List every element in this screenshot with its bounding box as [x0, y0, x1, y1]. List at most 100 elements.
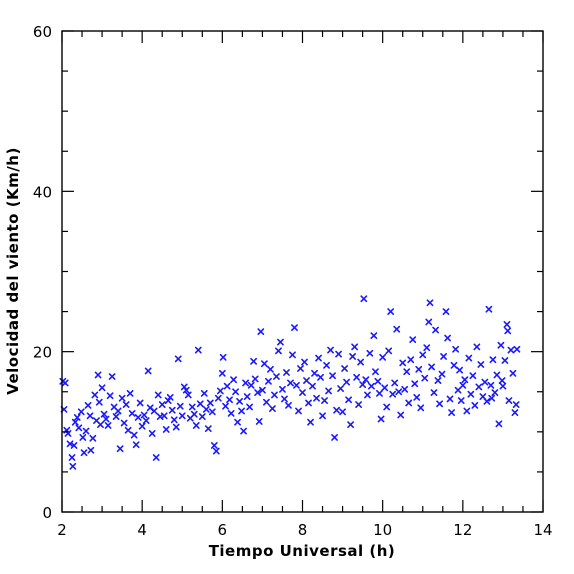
data-point: [366, 349, 374, 357]
data-point: [77, 408, 85, 416]
data-point: [385, 347, 393, 355]
data-point: [176, 402, 184, 410]
data-point: [497, 341, 505, 349]
data-point: [405, 399, 413, 407]
data-point: [457, 397, 465, 404]
data-point: [456, 366, 464, 374]
data-point: [372, 368, 379, 376]
data-point: [75, 424, 83, 432]
data-point: [491, 389, 499, 396]
data-point: [118, 394, 126, 402]
data-point: [86, 412, 94, 420]
data-point: [442, 308, 450, 315]
data-point: [247, 381, 255, 389]
data-point: [166, 393, 174, 401]
data-point: [465, 354, 473, 362]
data-point: [132, 441, 140, 449]
data-point: [301, 358, 308, 366]
data-point: [360, 295, 368, 303]
data-point: [261, 360, 268, 368]
data-point: [144, 367, 152, 375]
x-axis-label: Tiempo Universal (h): [209, 542, 396, 560]
data-point: [377, 415, 385, 423]
x-tick-label: 14: [533, 521, 552, 539]
data-point: [291, 324, 298, 332]
data-point: [122, 401, 130, 408]
data-point: [226, 396, 233, 404]
data-point: [411, 380, 419, 388]
data-point: [71, 418, 79, 426]
data-point: [512, 401, 520, 408]
data-point: [401, 385, 409, 393]
data-point: [450, 361, 458, 369]
data-point: [425, 318, 433, 326]
data-point: [106, 392, 114, 400]
data-point: [395, 388, 403, 396]
data-point: [251, 375, 259, 383]
data-point: [436, 400, 443, 408]
data-point: [192, 422, 200, 429]
data-point: [303, 377, 310, 384]
data-point: [504, 327, 512, 335]
data-point: [321, 397, 328, 404]
data-point: [309, 382, 316, 390]
data-point: [120, 419, 128, 427]
data-point: [467, 390, 475, 398]
data-point: [417, 404, 425, 412]
data-point: [487, 381, 495, 389]
data-point: [80, 449, 88, 457]
data-point: [317, 373, 324, 381]
data-point: [329, 372, 336, 380]
data-point: [126, 389, 134, 397]
data-point: [136, 399, 144, 407]
data-point: [444, 334, 452, 342]
data-point: [202, 405, 210, 413]
data-point: [463, 407, 471, 415]
data-point: [299, 389, 306, 396]
data-point: [446, 395, 454, 403]
axis-ticks: [61, 30, 544, 513]
x-tick-label: 8: [298, 521, 308, 539]
data-point: [475, 383, 483, 391]
data-point: [216, 387, 224, 395]
data-point: [128, 409, 136, 417]
data-point: [116, 445, 124, 453]
tick-labels: 2 4 6 8 10 12 14 0 20 40 60: [33, 23, 553, 539]
data-point: [509, 369, 517, 377]
data-point: [61, 379, 69, 387]
data-point: [507, 346, 515, 354]
data-point: [281, 395, 288, 403]
data-point: [311, 369, 318, 377]
data-point: [152, 454, 160, 461]
data-point: [473, 343, 481, 351]
data-point: [94, 371, 102, 379]
data-point: [505, 397, 513, 404]
data-point: [234, 418, 241, 426]
data-point: [498, 377, 506, 384]
data-point: [483, 397, 491, 405]
data-point: [319, 412, 326, 420]
data-point: [259, 386, 266, 394]
data-point: [236, 397, 243, 405]
data-point: [232, 388, 239, 396]
x-tick-label: 10: [373, 521, 392, 539]
data-point: [315, 354, 322, 362]
data-point: [198, 413, 206, 421]
data-point: [461, 376, 469, 384]
data-point: [391, 379, 399, 387]
data-point: [158, 401, 166, 408]
data-point: [287, 379, 294, 387]
x-tick-label: 12: [453, 521, 472, 539]
data-point: [370, 332, 378, 340]
data-point: [204, 425, 212, 433]
data-point: [469, 372, 477, 380]
data-point: [84, 401, 92, 409]
data-point: [142, 417, 150, 425]
data-point: [289, 351, 296, 359]
data-point: [488, 394, 496, 402]
data-point: [331, 434, 338, 441]
y-tick-label: 40: [33, 183, 52, 201]
data-point: [154, 391, 162, 399]
data-point: [440, 353, 447, 360]
